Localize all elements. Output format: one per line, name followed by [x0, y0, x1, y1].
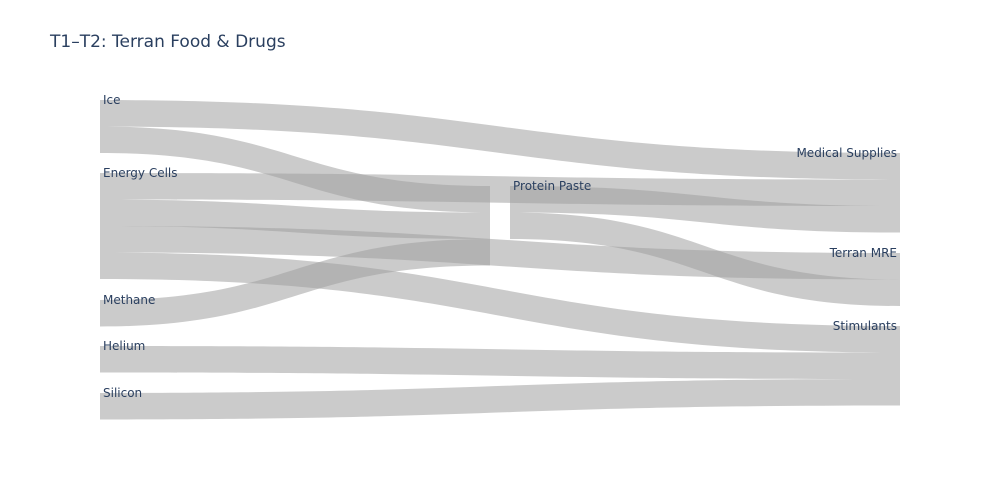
node-label-energy: Energy Cells	[103, 166, 178, 180]
node-label-paste: Protein Paste	[513, 179, 591, 193]
node-label-stim: Stimulants	[833, 319, 897, 333]
link-paste-to-mre[interactable]	[510, 212, 900, 307]
link-helium-to-stim[interactable]	[100, 346, 900, 379]
links-layer	[100, 100, 900, 420]
node-label-silicon: Silicon	[103, 386, 142, 400]
node-label-mre: Terran MRE	[829, 246, 897, 260]
node-label-methane: Methane	[103, 293, 155, 307]
node-label-ice: Ice	[103, 93, 121, 107]
link-energy-to-paste[interactable]	[100, 199, 490, 240]
chart-title: T1–T2: Terran Food & Drugs	[50, 32, 286, 52]
nodes-layer: Ice Energy Cells Methane Helium Silicon Prote…	[103, 93, 897, 400]
node-label-medical: Medical Supplies	[796, 146, 897, 160]
link-methane-to-paste[interactable]	[100, 239, 490, 327]
link-silicon-to-stim[interactable]	[100, 379, 900, 420]
link-paste-to-medical[interactable]	[510, 186, 900, 233]
link-ice-to-medical[interactable]	[100, 100, 900, 180]
link-energy-to-medical[interactable]	[100, 173, 900, 206]
node-label-helium: Helium	[103, 339, 145, 353]
